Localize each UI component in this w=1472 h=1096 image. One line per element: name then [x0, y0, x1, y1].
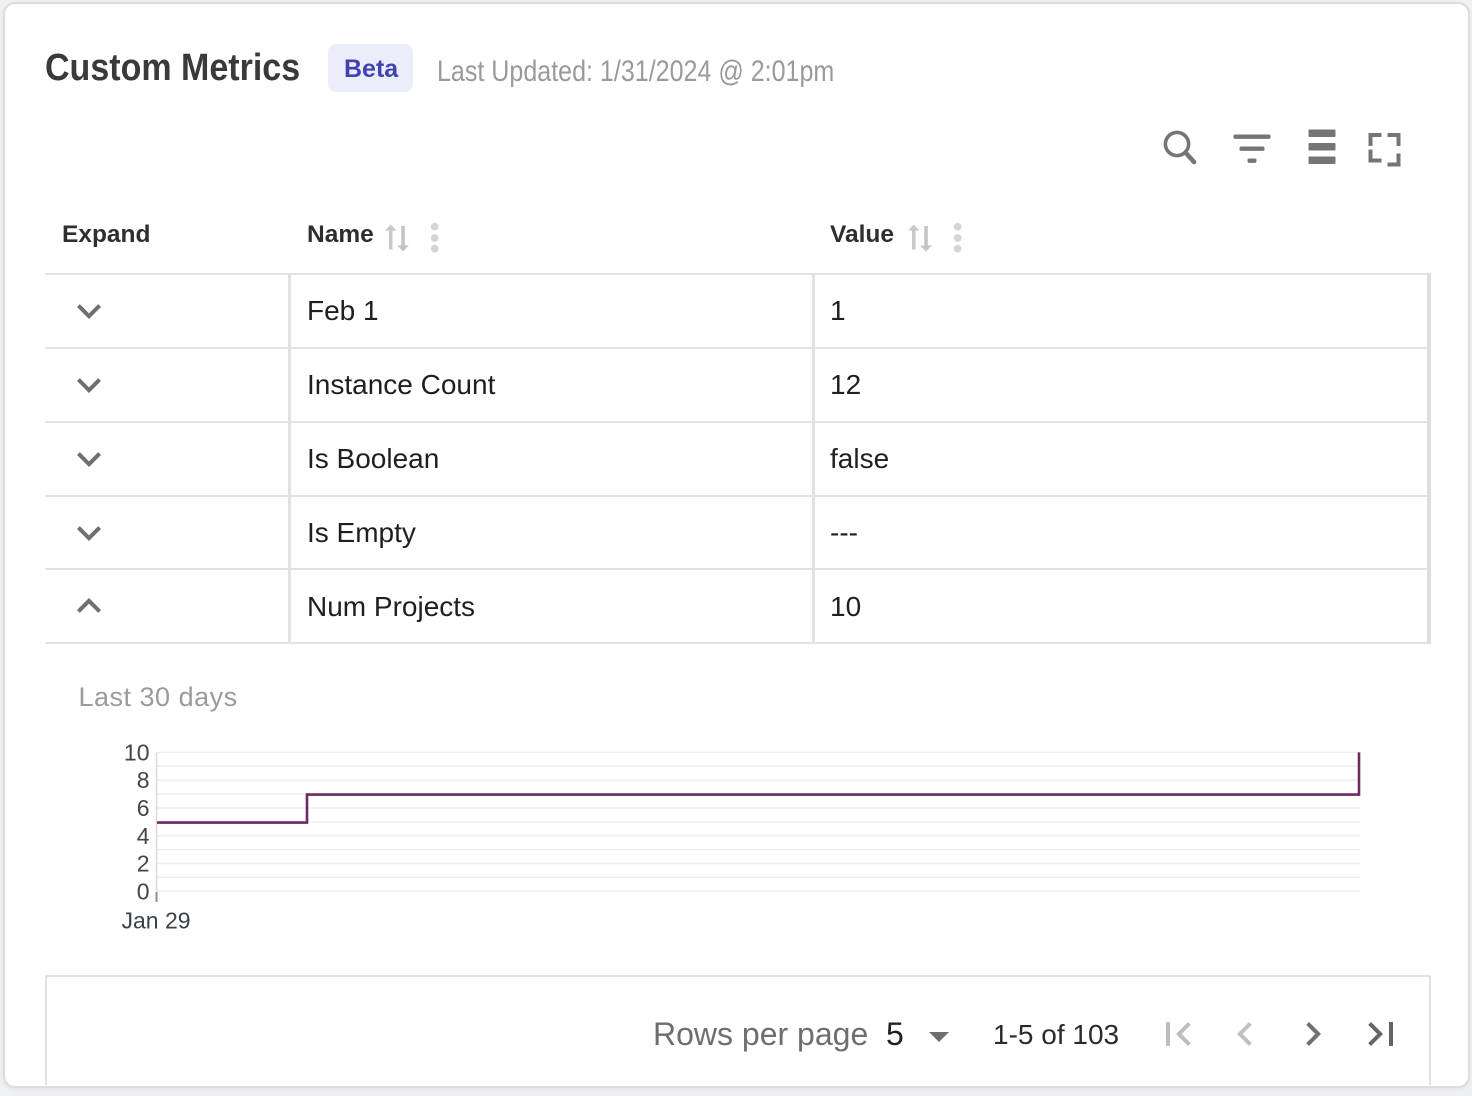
svg-text:8: 8: [137, 767, 150, 793]
svg-text:0: 0: [137, 878, 150, 904]
svg-text:2: 2: [137, 851, 150, 877]
svg-text:Jan 29: Jan 29: [121, 907, 190, 933]
svg-text:4: 4: [137, 823, 150, 849]
svg-text:6: 6: [137, 795, 150, 821]
svg-text:10: 10: [124, 739, 150, 765]
